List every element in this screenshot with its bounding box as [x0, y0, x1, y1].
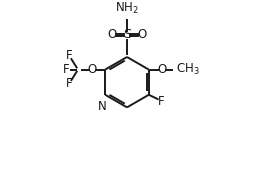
Text: F: F [66, 49, 72, 62]
Text: O: O [157, 63, 167, 76]
Text: F: F [66, 77, 72, 90]
Text: O: O [138, 28, 147, 41]
Text: O: O [107, 28, 116, 41]
Text: CH$_3$: CH$_3$ [176, 62, 200, 77]
Text: F: F [63, 63, 70, 76]
Text: N: N [98, 100, 106, 113]
Text: F: F [158, 95, 165, 108]
Text: NH$_2$: NH$_2$ [115, 1, 139, 16]
Text: O: O [87, 63, 97, 76]
Text: S: S [123, 28, 131, 41]
